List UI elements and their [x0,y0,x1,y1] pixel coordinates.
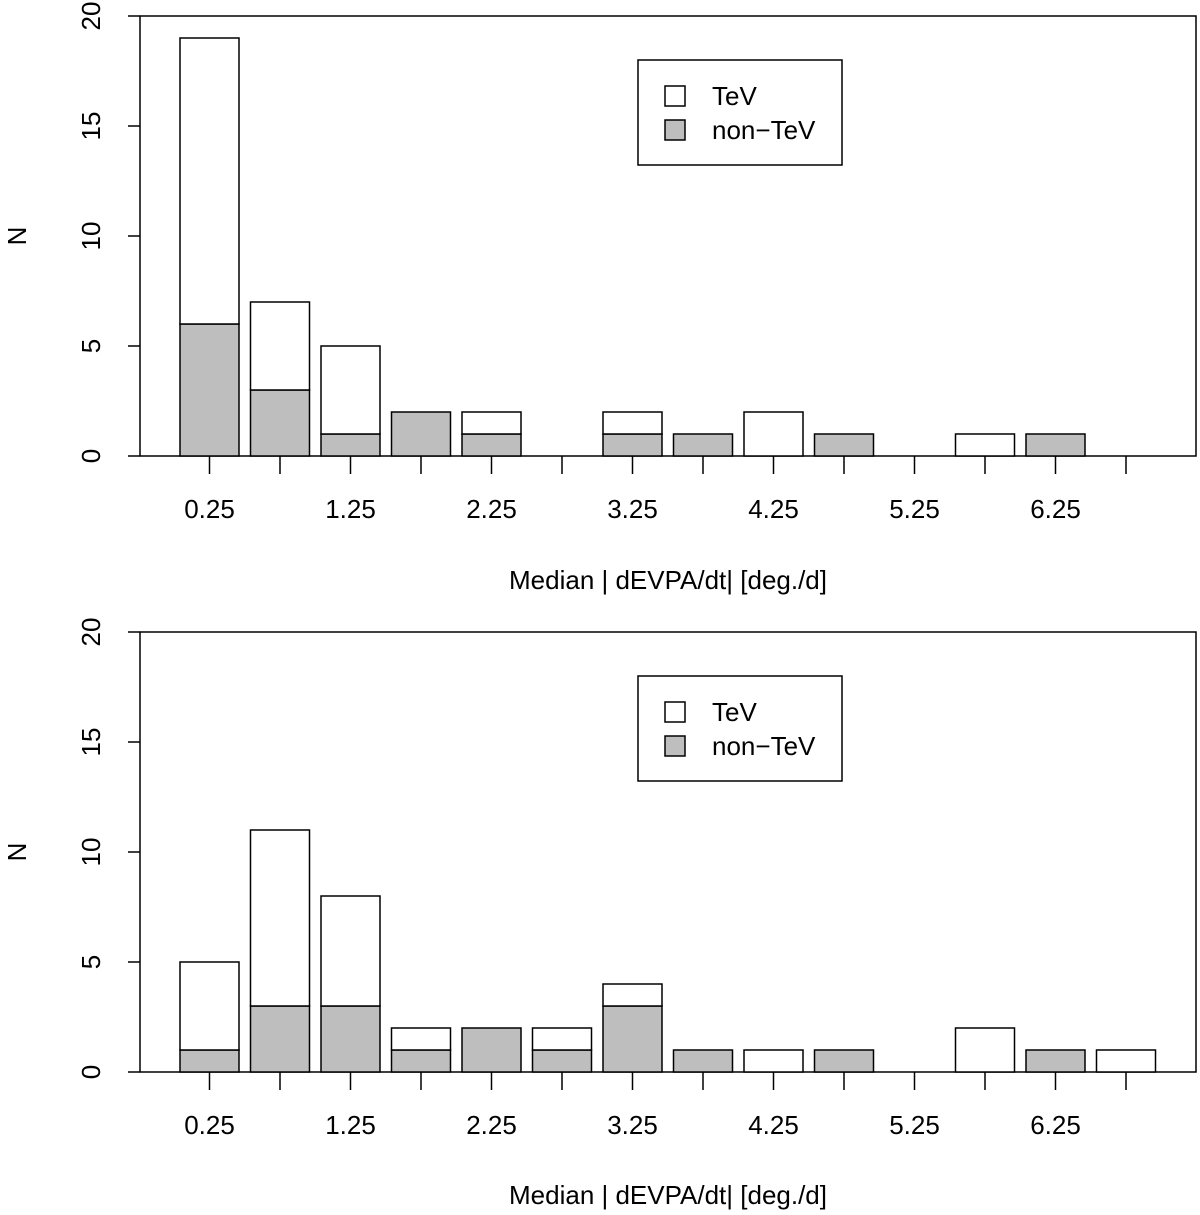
x-tick-label: 6.25 [1030,494,1081,524]
y-tick-label: 10 [76,222,106,251]
x-tick-label: 2.25 [466,494,517,524]
bar-non-tev [249,1005,311,1073]
bar-tev [320,345,381,435]
legend-label: non−TeV [712,115,816,145]
bar-non-tev [1025,1049,1086,1073]
bar-tev [320,895,381,1007]
legend-swatch [664,735,686,757]
bar-non-tev [813,1049,875,1073]
x-tick-label: 2.25 [466,1110,517,1140]
bar-non-tev [813,433,875,457]
bar-tev [461,411,522,435]
x-tick-label: 1.25 [325,494,376,524]
x-tick-label: 5.25 [889,494,940,524]
bar-non-tev [320,433,381,457]
x-tick-label: 4.25 [748,494,799,524]
y-tick-label: 15 [76,728,106,757]
x-tick-label: 0.25 [184,1110,235,1140]
x-tick-label: 5.25 [889,1110,940,1140]
legend-label: TeV [712,81,757,111]
x-tick-label: 3.25 [607,494,658,524]
bar-tev [743,1049,804,1073]
bar-non-tev [179,323,240,457]
x-tick-label: 3.25 [607,1110,658,1140]
bar-tev [602,411,663,435]
legend-label: TeV [712,697,757,727]
bar-tev [954,1027,1016,1073]
bar-non-tev [249,389,311,457]
bar-non-tev [320,1005,381,1073]
y-tick-label: 20 [76,2,106,31]
bar-non-tev [672,1049,734,1073]
x-axis-label: Median | dEVPA/dt| [deg./d] [509,1180,827,1210]
bar-non-tev [390,411,452,457]
bar-tev [179,961,240,1051]
x-tick-label: 0.25 [184,494,235,524]
bottom-histogram-panel: 0 5 10 15 20 N 0.25 1.25 2.25 3.25 4.25 5.25 6.25 Med… [2,618,1197,1210]
bar-tev [954,433,1016,457]
bar-tev [743,411,804,457]
legend-box [637,59,843,166]
bar-non-tev [390,1049,452,1073]
y-tick-label: 0 [76,449,106,463]
bar-non-tev [461,433,522,457]
y-axis-label: N [2,227,32,246]
bar-tev [1095,1049,1157,1073]
bar-non-tev [672,433,734,457]
legend-box [637,675,843,782]
x-tick-label: 4.25 [748,1110,799,1140]
x-tick-label: 6.25 [1030,1110,1081,1140]
bar-non-tev [602,1005,663,1073]
bar-tev [249,301,311,391]
bar-non-tev [602,433,663,457]
y-tick-label: 10 [76,838,106,867]
legend-label: non−TeV [712,731,816,761]
x-axis-label: Median | dEVPA/dt| [deg./d] [509,565,827,595]
bar-tev [531,1027,593,1051]
y-tick-label: 0 [76,1065,106,1079]
bar-non-tev [531,1049,593,1073]
y-tick-label: 15 [76,112,106,141]
top-histogram-panel: 0 5 10 15 20 N 0.25 1.25 2.25 3.25 4.25 5.25 6.25 Med… [2,2,1197,595]
legend-swatch [664,701,686,723]
y-tick-label: 20 [76,618,106,647]
bar-tev [249,829,311,1007]
bar-non-tev [1025,433,1086,457]
y-tick-label: 5 [76,339,106,353]
bar-non-tev [461,1027,522,1073]
bar-tev [179,37,240,325]
y-axis-label: N [2,843,32,862]
bar-tev [602,983,663,1007]
bar-non-tev [179,1049,240,1073]
bar-tev [390,1027,452,1051]
legend-swatch [664,85,686,107]
y-tick-label: 5 [76,955,106,969]
legend-swatch [664,119,686,141]
x-tick-label: 1.25 [325,1110,376,1140]
